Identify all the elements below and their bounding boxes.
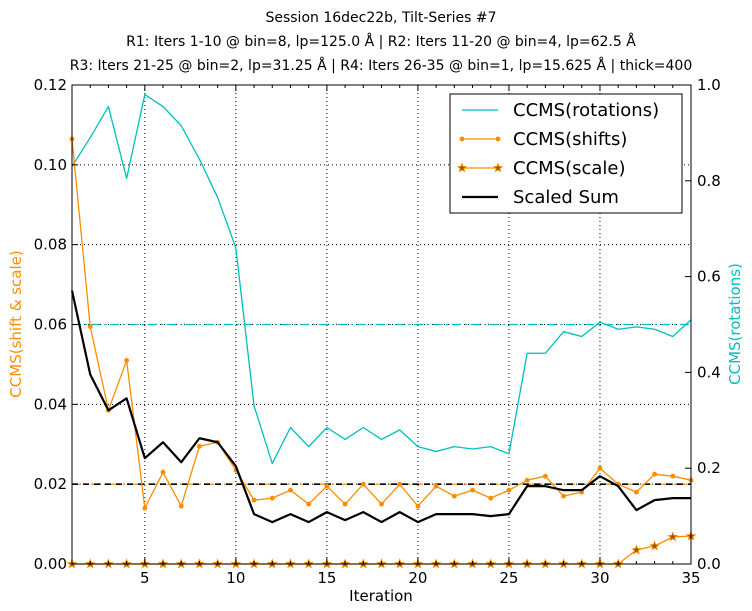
legend-marker-1-b — [495, 136, 501, 142]
legend-box — [449, 93, 683, 214]
series-2-point-32 — [649, 540, 660, 551]
y-left-tick-label-2: 0.04 — [34, 395, 67, 413]
legend-entry-3: Scaled Sum — [462, 187, 619, 208]
legend-label-2: CCMS(scale) — [513, 158, 626, 179]
y-left-tick-label-5: 0.10 — [34, 156, 67, 174]
series-1-point-16 — [360, 481, 366, 487]
y-axis-label-left: CCMS(shift & scale) — [7, 250, 25, 397]
legend-marker-2-b — [492, 162, 504, 173]
series-2-point-31 — [631, 544, 642, 555]
series-1-point-1 — [87, 324, 93, 329]
legend: CCMS(rotations) CCMS(shifts) CCMS(scale) Sc… — [449, 93, 683, 214]
x-tick-label-2: 15 — [317, 569, 336, 587]
y-left-tick-label-1: 0.02 — [34, 475, 67, 493]
series-line-3 — [70, 290, 691, 524]
x-tick-label-5: 30 — [590, 569, 609, 587]
series-1-point-13 — [306, 501, 312, 507]
x-tick-label-4: 25 — [499, 569, 518, 587]
series-1-point-31 — [633, 489, 639, 495]
series-1-point-32 — [652, 471, 657, 477]
x-axis-label: Iteration — [349, 587, 413, 605]
series-line-0 — [71, 93, 692, 465]
y-right-tick-label-2: 0.4 — [697, 363, 721, 381]
series-1-point-4 — [142, 505, 148, 511]
y-left-tick-label-6: 0.12 — [34, 76, 67, 94]
series-1-point-6 — [178, 503, 184, 509]
series-1-point-5 — [160, 469, 166, 475]
series-1-point-20 — [433, 483, 439, 489]
series-1-point-24 — [506, 487, 512, 493]
title-line-1: Session 16dec22b, Tilt-Series #7 — [265, 10, 496, 26]
x-tick-label-0: 5 — [140, 569, 150, 587]
series-1-point-29 — [597, 465, 603, 471]
legend-entry-2: CCMS(scale) — [456, 158, 626, 179]
chart-title: Session 16dec22b, Tilt-Series #7 R1: Ite… — [70, 10, 692, 74]
series-1-point-3 — [124, 358, 130, 363]
series-1-point-11 — [269, 495, 275, 501]
series-3 — [70, 290, 691, 524]
series-1-point-26 — [542, 473, 548, 479]
series-0 — [71, 93, 692, 465]
series-1-point-25 — [524, 477, 530, 483]
series-1-point-14 — [324, 483, 330, 489]
y-right-tick-label-4: 0.8 — [697, 172, 721, 190]
y-axis-label-right: CCMS(rotations) — [726, 263, 744, 385]
y-right-tick-label-1: 0.2 — [697, 459, 721, 477]
legend-label-0: CCMS(rotations) — [513, 100, 659, 121]
series-2-point-33 — [667, 531, 679, 542]
series-1-point-18 — [397, 481, 403, 487]
ticks: 5 10 15 20 25 30 35 0.00 0.02 0.04 0.06 0.08 0.10 0.1… — [34, 76, 721, 587]
series-1-point-22 — [470, 487, 475, 493]
legend-label-3: Scaled Sum — [513, 187, 619, 208]
legend-marker-1-a — [459, 136, 465, 142]
legend-label-1: CCMS(shifts) — [513, 129, 627, 150]
y-right-tick-label-3: 0.6 — [697, 268, 721, 286]
series-1-point-19 — [415, 503, 421, 509]
legend-entry-0: CCMS(rotations) — [462, 100, 659, 121]
y-left-tick-label-4: 0.08 — [34, 236, 67, 254]
series-1-point-27 — [561, 493, 566, 499]
series-1-point-33 — [670, 473, 676, 479]
y-right-tick-label-0: 0.0 — [697, 555, 721, 573]
x-tick-label-3: 20 — [408, 569, 427, 587]
series-1-point-21 — [451, 493, 457, 499]
series-1-point-7 — [197, 443, 202, 449]
series-1-point-10 — [251, 497, 257, 503]
series-1-point-15 — [342, 501, 348, 507]
legend-marker-2-a — [456, 162, 468, 173]
title-line-2: R1: Iters 1-10 @ bin=8, lp=125.0 Å | R2:… — [126, 33, 636, 50]
y-right-tick-label-5: 1.0 — [697, 76, 721, 94]
y-left-tick-label-0: 0.00 — [34, 555, 67, 573]
title-line-3: R3: Iters 21-25 @ bin=2, lp=31.25 Å | R4… — [70, 57, 692, 74]
x-tick-label-6: 35 — [681, 569, 700, 587]
legend-entry-1: CCMS(shifts) — [459, 129, 627, 150]
series-1-point-12 — [288, 487, 293, 493]
series-1-point-23 — [488, 495, 494, 501]
series-1-point-17 — [379, 501, 384, 507]
x-tick-label-1: 10 — [226, 569, 245, 587]
y-left-tick-label-3: 0.06 — [34, 316, 67, 334]
